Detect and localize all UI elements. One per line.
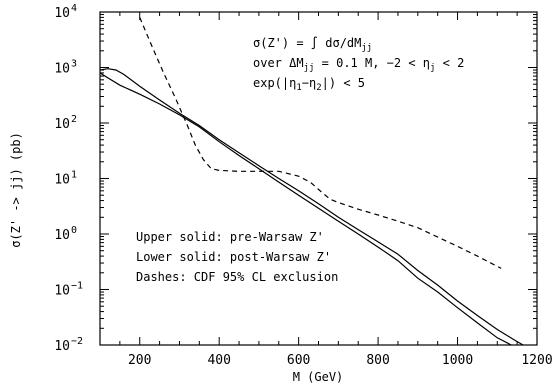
annotation-mass-window: over ΔMjj = 0.1 M, −2 < ηj < 2 [253, 56, 464, 73]
x-tick-label: 800 [366, 353, 389, 368]
y-tick-label: 10 [54, 173, 70, 188]
series-layer [99, 17, 524, 346]
series-line-2-solid [99, 72, 512, 346]
y-tick-exponent: 2 [71, 114, 77, 125]
y-tick-exponent: −2 [71, 336, 83, 347]
x-tick-label: 600 [287, 353, 310, 368]
x-tick-label: 1000 [442, 353, 473, 368]
annotation-eta-cut: exp(|η1−η2|) < 5 [253, 76, 365, 93]
y-tick-exponent: 1 [71, 170, 77, 181]
series-line-3-dashed [139, 17, 502, 269]
y-tick-exponent: 3 [71, 59, 77, 70]
y-axis-label: σ(Z' -> jj) (pb) [9, 132, 23, 248]
x-axis-label: M (GeV) [293, 370, 344, 384]
y-tick-label: 10 [54, 62, 70, 77]
y-tick-label: 10 [54, 339, 70, 354]
legend-upper-solid: Upper solid: pre-Warsaw Z' [136, 230, 324, 244]
y-tick-label: 10 [54, 6, 70, 21]
x-tick-label: 1200 [521, 353, 552, 368]
x-tick-label: 400 [207, 353, 230, 368]
y-tick-label: 10 [54, 284, 70, 299]
legend-lower-solid: Lower solid: post-Warsaw Z' [136, 250, 331, 264]
y-tick-exponent: 0 [71, 225, 77, 236]
annotation-sigma-def: σ(Z') = ∫ dσ/dMjj [253, 36, 372, 53]
series-line-1-solid [99, 68, 524, 346]
y-tick-exponent: −1 [71, 281, 83, 292]
y-tick-label: 10 [54, 228, 70, 243]
x-tick-label: 200 [128, 353, 151, 368]
legend-dashes: Dashes: CDF 95% CL exclusion [136, 270, 338, 284]
y-tick-exponent: 4 [71, 3, 77, 14]
y-tick-label: 10 [54, 117, 70, 132]
